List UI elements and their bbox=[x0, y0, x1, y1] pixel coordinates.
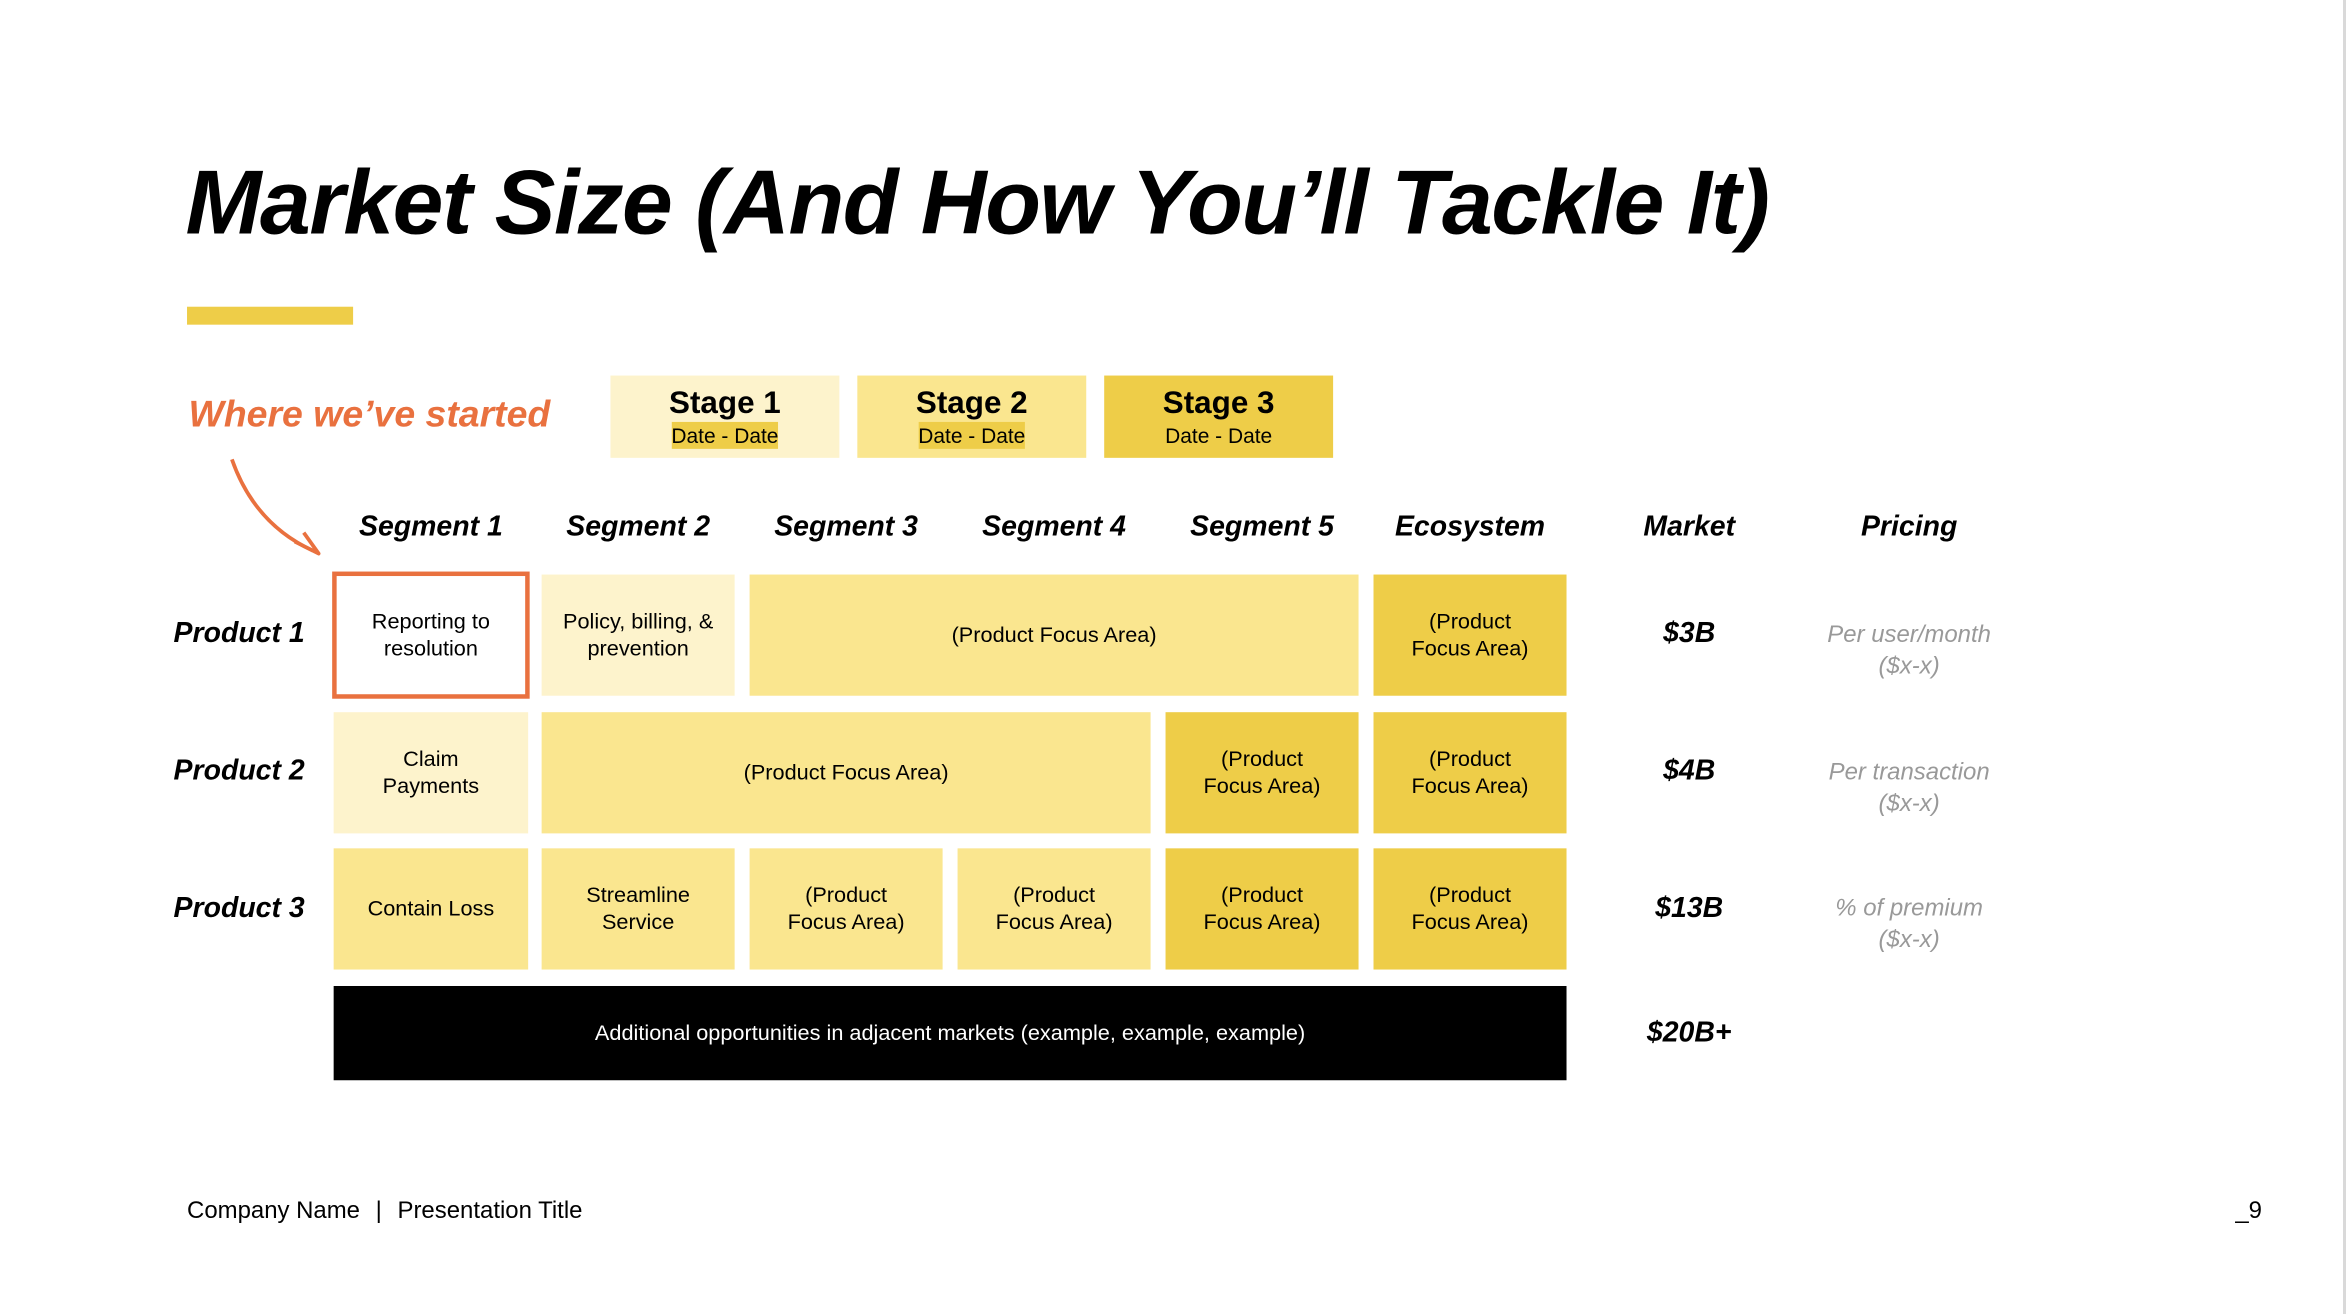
pricing: % of premium ($x-x) bbox=[1760, 893, 2059, 956]
stage-dates: Date - Date bbox=[918, 421, 1026, 449]
footer-separator: | bbox=[375, 1198, 382, 1224]
market-value: $13B bbox=[1655, 893, 1724, 925]
market-value: $3B bbox=[1663, 617, 1716, 650]
cell: (Product Focus Area) bbox=[749, 574, 1359, 696]
pricing-range: ($x-x) bbox=[1878, 791, 1940, 817]
annotation-label: Where we’ve started bbox=[188, 393, 551, 436]
stage-name: Stage 2 bbox=[915, 385, 1028, 420]
pricing: Per transaction ($x-x) bbox=[1760, 757, 2059, 820]
cell: (Product Focus Area) bbox=[1373, 848, 1567, 970]
cell: (Product Focus Area) bbox=[1373, 712, 1567, 834]
cell: Claim Payments bbox=[333, 712, 529, 834]
cell: Contain Loss bbox=[333, 848, 529, 970]
pricing-text: Per transaction bbox=[1828, 760, 1990, 786]
pricing-range: ($x-x) bbox=[1878, 927, 1940, 954]
cell: Streamline Service bbox=[541, 848, 735, 970]
right-edge bbox=[2343, 0, 2346, 1314]
cell: (Product Focus Area) bbox=[957, 848, 1151, 970]
column-header: Market bbox=[1643, 511, 1736, 544]
cell: (Product Focus Area) bbox=[1165, 712, 1359, 834]
column-header: Segment 1 bbox=[359, 511, 503, 544]
cell: Policy, billing, & prevention bbox=[541, 574, 735, 696]
pricing: Per user/month ($x-x) bbox=[1760, 619, 2059, 682]
pricing-text: % of premium bbox=[1835, 896, 1983, 922]
cell: (Product Focus Area) bbox=[1165, 848, 1359, 970]
page-number: _9 bbox=[2235, 1198, 2262, 1224]
pricing-range: ($x-x) bbox=[1878, 653, 1940, 680]
market-value-total: $20B+ bbox=[1646, 1017, 1732, 1049]
cell: (Product Focus Area) bbox=[1373, 574, 1567, 696]
column-header: Segment 3 bbox=[774, 511, 918, 544]
column-header: Segment 4 bbox=[982, 511, 1126, 544]
stage-name: Stage 3 bbox=[1162, 385, 1275, 420]
column-header: Pricing bbox=[1860, 511, 1958, 544]
column-header: Segment 2 bbox=[566, 511, 711, 544]
stage-2: Stage 2 Date - Date bbox=[857, 375, 1087, 458]
row-label: Product 1 bbox=[173, 617, 305, 650]
cell: (Product Focus Area) bbox=[541, 712, 1151, 834]
stage-1: Stage 1 Date - Date bbox=[610, 375, 840, 458]
additional-opportunities: Additional opportunities in adjacent mar… bbox=[333, 985, 1567, 1081]
stage-name: Stage 1 bbox=[669, 385, 781, 420]
row-label: Product 3 bbox=[173, 893, 305, 925]
title-underline bbox=[187, 306, 354, 325]
presentation-title: Presentation Title bbox=[397, 1198, 583, 1224]
row-label: Product 2 bbox=[173, 755, 305, 788]
arrow-icon bbox=[230, 458, 321, 556]
stage-dates: Date - Date bbox=[671, 421, 779, 449]
cell-selected: Reporting to resolution bbox=[332, 571, 530, 699]
stage-3: Stage 3 Date - Date bbox=[1104, 375, 1334, 458]
market-value: $4B bbox=[1663, 755, 1716, 788]
footer: Company Name | Presentation Title bbox=[187, 1198, 582, 1225]
cell: (Product Focus Area) bbox=[749, 848, 943, 970]
column-header: Segment 5 bbox=[1190, 511, 1334, 544]
pricing-text: Per user/month bbox=[1827, 622, 1991, 648]
stage-dates: Date - Date bbox=[1165, 421, 1273, 449]
slide-title: Market Size (And How You’ll Tackle It) bbox=[185, 151, 1770, 253]
column-header: Ecosystem bbox=[1394, 511, 1546, 544]
company-name: Company Name bbox=[187, 1198, 360, 1224]
